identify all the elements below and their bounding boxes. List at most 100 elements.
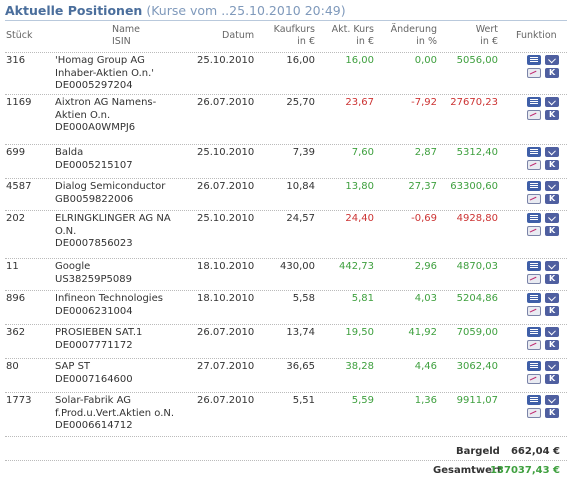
row-divider	[5, 290, 567, 291]
buy-icon[interactable]	[545, 361, 559, 371]
cell-datum: 26.07.2010	[197, 327, 255, 338]
cell-stueck: 4587	[6, 181, 32, 192]
cell-stueck: 202	[6, 213, 26, 224]
row-divider	[5, 178, 567, 179]
chart-icon[interactable]	[527, 160, 541, 170]
info-icon[interactable]	[527, 213, 541, 223]
cell-kaufkurs: 25,70	[286, 97, 315, 108]
chart-icon[interactable]	[527, 340, 541, 350]
table-row: 1169 Aixtron AG Namens- Aktien O.n. DE000A0…	[5, 94, 567, 147]
buy-icon[interactable]	[545, 395, 559, 405]
col-datum: Datum	[222, 30, 255, 41]
cell-stueck: 896	[6, 293, 26, 304]
cell-akt-kurs: 19,50	[345, 327, 374, 338]
cell-aenderung: 2,96	[414, 261, 437, 272]
col-akt-kurs: Akt. Kurs	[331, 24, 374, 35]
info-icon[interactable]	[527, 55, 541, 65]
info-icon[interactable]	[527, 327, 541, 337]
sell-icon[interactable]	[545, 193, 559, 206]
chart-icon[interactable]	[527, 306, 541, 316]
cell-isin: GB0059822006	[55, 193, 134, 205]
cell-wert: 5056,00	[456, 55, 498, 66]
buy-icon[interactable]	[545, 213, 559, 223]
sell-icon[interactable]	[545, 305, 559, 318]
sell-icon[interactable]	[545, 407, 559, 420]
buy-icon[interactable]	[545, 261, 559, 271]
gesamtwert-value: 137037,43 €	[490, 465, 560, 476]
cell-kaufkurs: 430,00	[280, 261, 315, 272]
sell-icon[interactable]	[545, 159, 559, 172]
buy-icon[interactable]	[545, 147, 559, 157]
cell-stueck: 1169	[6, 97, 32, 108]
chart-icon[interactable]	[527, 226, 541, 236]
info-icon[interactable]	[527, 293, 541, 303]
info-icon[interactable]	[527, 181, 541, 191]
sell-icon[interactable]	[545, 373, 559, 386]
row-divider	[5, 94, 567, 95]
cell-wert: 4870,03	[456, 261, 498, 272]
sell-icon[interactable]	[545, 109, 559, 122]
cell-name: Google	[55, 261, 91, 272]
chart-icon[interactable]	[527, 68, 541, 78]
buy-icon[interactable]	[545, 327, 559, 337]
chart-icon[interactable]	[527, 274, 541, 284]
cell-name: Infineon Technologies	[55, 293, 163, 304]
chart-icon[interactable]	[527, 194, 541, 204]
cell-datum: 26.07.2010	[197, 97, 255, 108]
bargeld-label: Bargeld	[456, 446, 500, 457]
info-icon[interactable]	[527, 97, 541, 107]
cell-kaufkurs: 5,51	[292, 395, 315, 406]
gesamtwert-label: Gesamtwert	[433, 465, 502, 476]
cell-isin: DE0007164600	[55, 373, 133, 385]
col-akt-kurs-unit: in €	[356, 36, 374, 47]
cell-akt-kurs: 23,67	[345, 97, 374, 108]
cell-name: Balda	[55, 147, 84, 158]
cell-aenderung: -0,69	[411, 213, 437, 224]
cell-datum: 27.07.2010	[197, 361, 255, 372]
chart-icon[interactable]	[527, 408, 541, 418]
cell-name: 'Homag Group AG	[55, 55, 145, 66]
cell-datum: 25.10.2010	[197, 213, 255, 224]
info-icon[interactable]	[527, 147, 541, 157]
cell-isin: DE0006231004	[55, 305, 133, 317]
cell-kaufkurs: 10,84	[286, 181, 315, 192]
buy-icon[interactable]	[545, 55, 559, 65]
cell-wert: 27670,23	[450, 97, 498, 108]
table-row: 202 ELRINGKLINGER AG NA O.N. DE0007856023 25…	[5, 210, 567, 261]
col-wert: Wert	[475, 24, 498, 35]
cell-isin: DE0006614712	[55, 420, 133, 431]
sell-icon[interactable]	[545, 67, 559, 80]
table-row: 11 Google US38259P5089 18.10.2010 430,00 442,…	[5, 258, 567, 293]
cell-stueck: 362	[6, 327, 26, 338]
info-icon[interactable]	[527, 395, 541, 405]
buy-icon[interactable]	[545, 293, 559, 303]
cell-stueck: 11	[6, 261, 19, 272]
cell-aenderung: 27,37	[408, 181, 437, 192]
buy-icon[interactable]	[545, 181, 559, 191]
sell-icon[interactable]	[545, 339, 559, 352]
row-divider	[5, 144, 567, 145]
cell-datum: 18.10.2010	[197, 293, 255, 304]
cell-isin: DE0005215107	[55, 159, 133, 171]
cell-aenderung: 4,46	[414, 361, 437, 372]
col-kaufkurs-unit: in €	[297, 36, 315, 47]
cell-kaufkurs: 13,74	[286, 327, 315, 338]
cell-aenderung: 41,92	[408, 327, 437, 338]
cell-datum: 18.10.2010	[197, 261, 255, 272]
info-icon[interactable]	[527, 361, 541, 371]
chart-icon[interactable]	[527, 110, 541, 120]
sell-icon[interactable]	[545, 273, 559, 286]
info-icon[interactable]	[527, 261, 541, 271]
col-stueck: Stück	[6, 30, 33, 41]
table-row: 1773 Solar-Fabrik AG f.Prod.u.Vert.Aktien …	[5, 392, 567, 443]
sell-icon[interactable]	[545, 225, 559, 238]
cell-kaufkurs: 16,00	[286, 55, 315, 66]
cell-stueck: 316	[6, 55, 26, 66]
title-text: Aktuelle Positionen	[5, 3, 143, 18]
cell-wert: 4928,80	[456, 213, 498, 224]
row-divider	[5, 210, 567, 211]
chart-icon[interactable]	[527, 374, 541, 384]
buy-icon[interactable]	[545, 97, 559, 107]
table-row: 4587 Dialog Semiconductor GB0059822006 26.0…	[5, 178, 567, 213]
cell-aenderung: 2,87	[414, 147, 437, 158]
